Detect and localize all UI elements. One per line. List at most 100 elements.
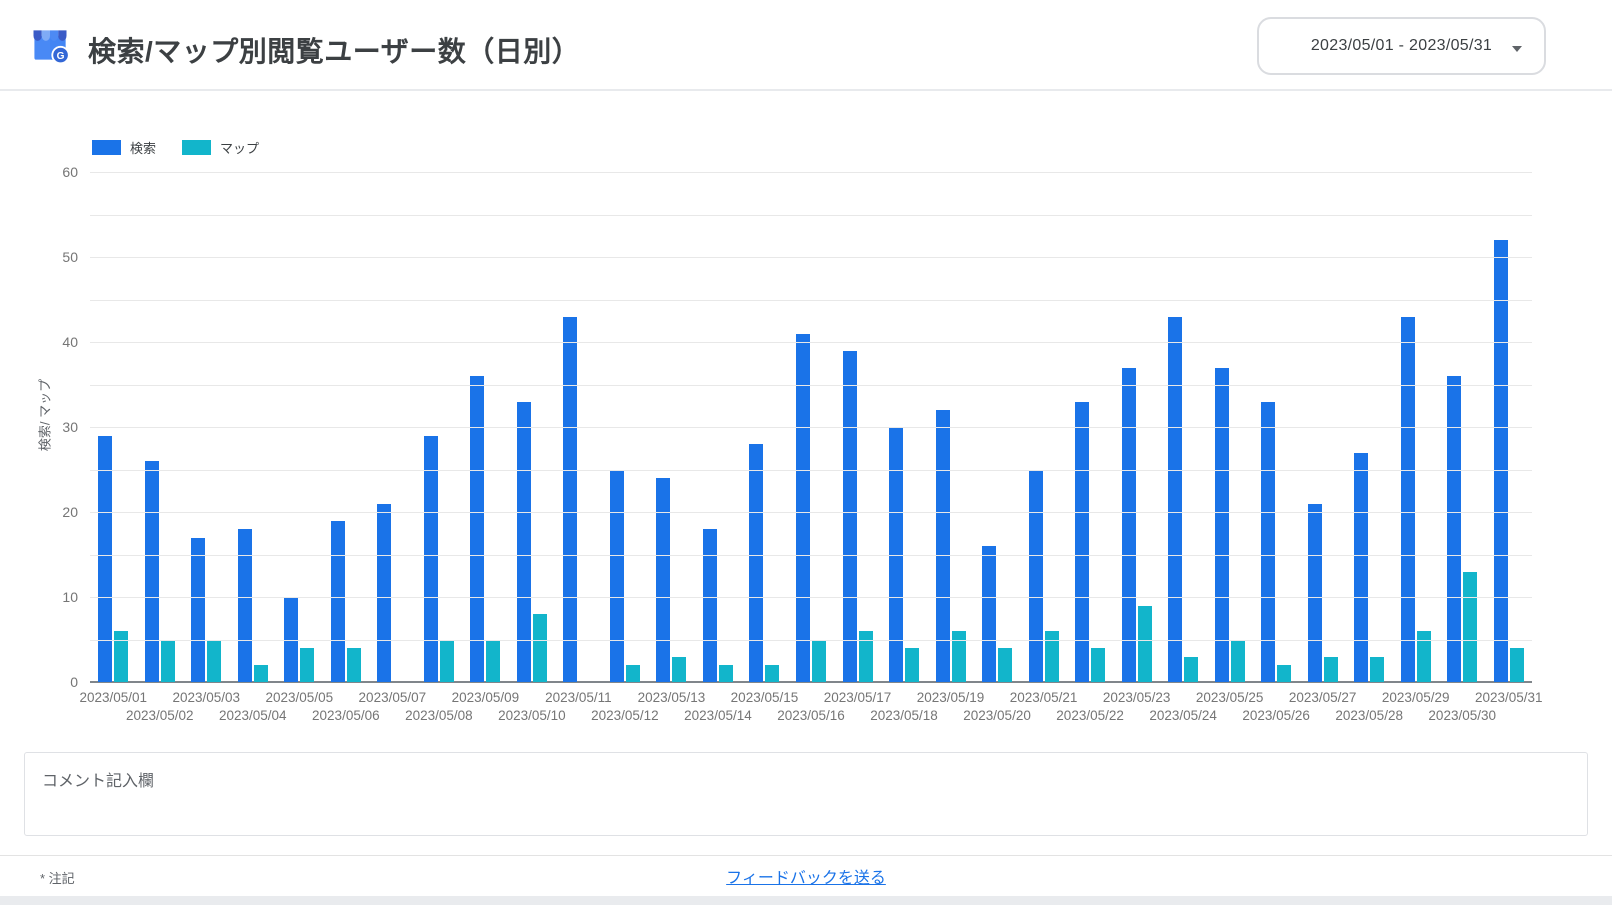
header: G 検索/マップ別閲覧ユーザー数（日別） 2023/05/01 - 2023/0… — [0, 0, 1612, 91]
x-tick-label: 2023/05/31 — [1474, 690, 1543, 705]
bar-group — [834, 172, 881, 682]
x-tick-label: 2023/05/08 — [405, 708, 473, 723]
plot-area: 0 10 20 30 40 50 60 — [62, 164, 1532, 690]
comment-input-placeholder: コメント記入欄 — [42, 773, 155, 790]
y-axis-title: 検索/ マップ — [37, 378, 53, 452]
x-tick-label: 2023/05/02 — [125, 708, 194, 723]
bar-マップ — [160, 639, 175, 682]
google-my-business-icon: G — [33, 30, 70, 65]
bar-マップ — [1416, 631, 1431, 682]
bar-検索 — [982, 546, 997, 682]
feedback-link-wrap: フィードバックを送る — [0, 864, 1612, 888]
footer-divider — [0, 855, 1612, 856]
gridline — [90, 597, 1532, 598]
bar-検索 — [842, 350, 857, 682]
legend-swatch — [182, 140, 212, 155]
x-tick-label: 2023/05/03 — [172, 690, 241, 705]
send-feedback-link[interactable]: フィードバックを送る — [726, 870, 886, 887]
x-tick-label: 2023/05/05 — [265, 690, 334, 705]
x-tick-label: 2023/05/27 — [1288, 690, 1357, 705]
legend-swatch — [92, 140, 121, 155]
bar-検索 — [237, 529, 252, 682]
x-axis-labels: 2023/05/01 2023/05/02 2023/05/03 2023/05/04… — [79, 690, 1542, 732]
gridline — [90, 299, 1532, 301]
bar-group — [555, 172, 602, 682]
bar-マップ — [1044, 631, 1059, 682]
x-tick-label: 2023/05/13 — [637, 690, 706, 705]
bar-マップ — [1323, 656, 1338, 682]
bar-マップ — [1463, 571, 1478, 682]
x-tick-label: 2023/05/21 — [1009, 690, 1078, 705]
bar-検索 — [1354, 452, 1369, 682]
bar-group — [1253, 172, 1300, 682]
x-tick-label: 2023/05/11 — [545, 690, 612, 705]
footnote: * 注記 — [40, 871, 75, 886]
bar-group — [183, 172, 230, 682]
bar-検索 — [935, 410, 950, 682]
bar-検索 — [1028, 469, 1043, 682]
bar-group — [927, 172, 974, 682]
bar-group — [695, 172, 742, 682]
gridline — [90, 257, 1532, 258]
bar-group — [1206, 172, 1253, 682]
x-tick-label: 2023/05/10 — [498, 708, 566, 723]
bar-検索 — [191, 537, 206, 682]
bar-group — [509, 172, 556, 682]
bar-マップ — [1137, 605, 1152, 682]
gridline — [90, 512, 1532, 513]
gridline — [90, 639, 1532, 641]
date-range-selector[interactable]: 2023/05/01 - 2023/05/31 — [1257, 17, 1546, 75]
y-tick-label: 50 — [62, 249, 78, 265]
bar-group — [602, 172, 649, 682]
bar-マップ — [951, 631, 966, 682]
bar-groups — [90, 172, 1532, 682]
x-tick-label: 2023/05/26 — [1242, 708, 1310, 723]
chart: 検索 マップ 検索/ マップ 0 10 20 30 40 50 60 2023/05/01 20… — [0, 91, 1612, 731]
bar-group — [90, 172, 137, 682]
bar-検索 — [1261, 401, 1276, 682]
y-tick-label: 0 — [70, 674, 78, 690]
bar-検索 — [702, 529, 717, 682]
bar-検索 — [1493, 240, 1508, 682]
y-tick-label: 40 — [62, 334, 78, 350]
bar-マップ — [486, 639, 501, 682]
bar-マップ — [718, 665, 733, 682]
bar-マップ — [1509, 648, 1524, 682]
bar-group — [974, 172, 1021, 682]
x-tick-label: 2023/05/25 — [1195, 690, 1264, 705]
bar-マップ — [300, 648, 315, 682]
bar-マップ — [998, 648, 1013, 682]
bar-検索 — [1307, 503, 1322, 682]
bar-マップ — [672, 656, 687, 682]
x-tick-label: 2023/05/04 — [219, 708, 287, 723]
gridline — [90, 554, 1532, 556]
x-tick-label: 2023/05/12 — [591, 708, 659, 723]
bar-マップ — [811, 639, 826, 682]
bar-検索 — [1075, 401, 1090, 682]
gridline — [90, 469, 1532, 471]
chevron-down-icon — [1512, 46, 1522, 52]
bar-検索 — [423, 435, 438, 682]
bar-検索 — [1121, 367, 1136, 682]
bar-検索 — [656, 478, 671, 682]
bar-検索 — [795, 333, 810, 682]
x-tick-label: 2023/05/24 — [1149, 708, 1217, 723]
legend-label: 検索 — [130, 141, 157, 156]
bar-検索 — [377, 503, 392, 682]
bar-マップ — [1370, 656, 1385, 682]
bar-group — [1439, 172, 1486, 682]
y-tick-label: 60 — [62, 164, 78, 180]
bar-マップ — [439, 639, 454, 682]
bar-検索 — [516, 401, 531, 682]
legend-item: 検索 — [92, 138, 156, 157]
x-tick-label: 2023/05/29 — [1381, 690, 1450, 705]
x-tick-label: 2023/05/28 — [1335, 708, 1403, 723]
x-axis-line — [90, 681, 1532, 683]
bar-group — [1020, 172, 1067, 682]
bar-group — [1299, 172, 1346, 682]
bar-検索 — [330, 520, 345, 682]
bar-マップ — [858, 631, 873, 682]
comment-input[interactable]: コメント記入欄 — [24, 752, 1588, 836]
bar-group — [648, 172, 695, 682]
x-tick-label: 2023/05/09 — [451, 690, 520, 705]
